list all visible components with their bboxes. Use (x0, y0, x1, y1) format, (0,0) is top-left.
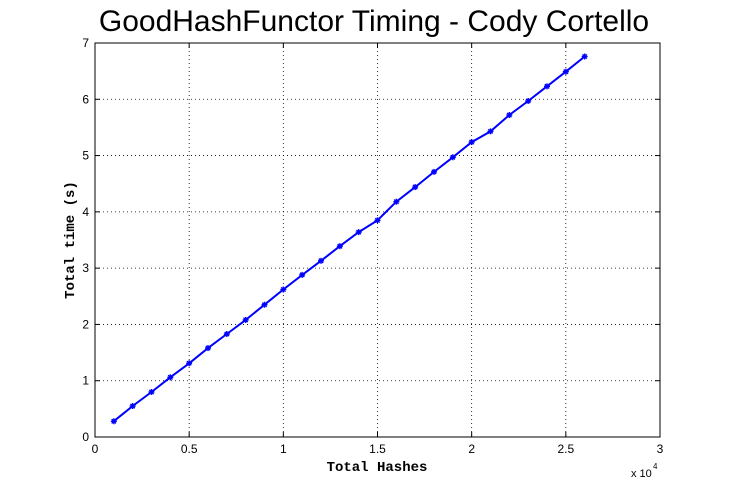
data-point (110, 418, 117, 425)
y-tick-label: 2 (82, 317, 89, 331)
x-tick-label: 1.5 (369, 442, 386, 456)
x-axis-label: Total Hashes (327, 460, 428, 476)
data-point (431, 168, 437, 175)
x-tick-label: 0.5 (181, 442, 198, 456)
data-point (487, 128, 494, 135)
chart-title: GoodHashFunctor Timing - Cody Cortello (99, 5, 649, 38)
y-axis-label: Total time (s) (63, 181, 79, 299)
data-point (544, 83, 550, 90)
y-tick-label: 7 (82, 36, 89, 50)
data-point (261, 301, 268, 308)
data-point (242, 316, 249, 323)
y-tick-label: 0 (82, 430, 89, 444)
data-point (336, 243, 343, 250)
x-tick-label: 2.5 (557, 442, 574, 456)
data-point (581, 53, 588, 60)
x-axis-multiplier: x 10 (631, 468, 652, 480)
x-axis-multiplier-exponent: 4 (653, 462, 658, 471)
y-tick-label: 1 (82, 374, 89, 388)
data-point (129, 403, 136, 410)
series-1 (110, 53, 588, 425)
y-tick-label: 5 (82, 149, 89, 163)
data-point (318, 257, 324, 264)
data-point (506, 112, 513, 119)
x-tick-label: 3 (657, 442, 664, 456)
data-point (412, 184, 419, 191)
data-point (186, 360, 193, 367)
data-point (562, 68, 569, 75)
data-point (355, 229, 362, 236)
data-point (525, 97, 532, 104)
y-tick-label: 6 (82, 92, 89, 106)
data-point (148, 388, 155, 395)
data-point (468, 139, 475, 146)
axis-ticks: 0 0.5 1 1.5 2 2.5 3 0 1 2 3 4 5 6 7 (82, 36, 663, 456)
data-point (223, 330, 230, 337)
data-point (299, 271, 306, 278)
data-point (280, 286, 287, 293)
x-tick-label: 2 (468, 442, 475, 456)
series-line (113, 55, 586, 422)
data-point (393, 198, 400, 205)
data-point (374, 217, 381, 224)
grid-lines (95, 43, 660, 437)
data-point (205, 345, 211, 352)
x-tick-label: 0 (92, 442, 99, 456)
data-point (167, 374, 174, 381)
data-point (449, 154, 456, 161)
y-tick-label: 3 (82, 261, 89, 275)
x-tick-label: 1 (280, 442, 287, 456)
y-tick-label: 4 (82, 205, 89, 219)
